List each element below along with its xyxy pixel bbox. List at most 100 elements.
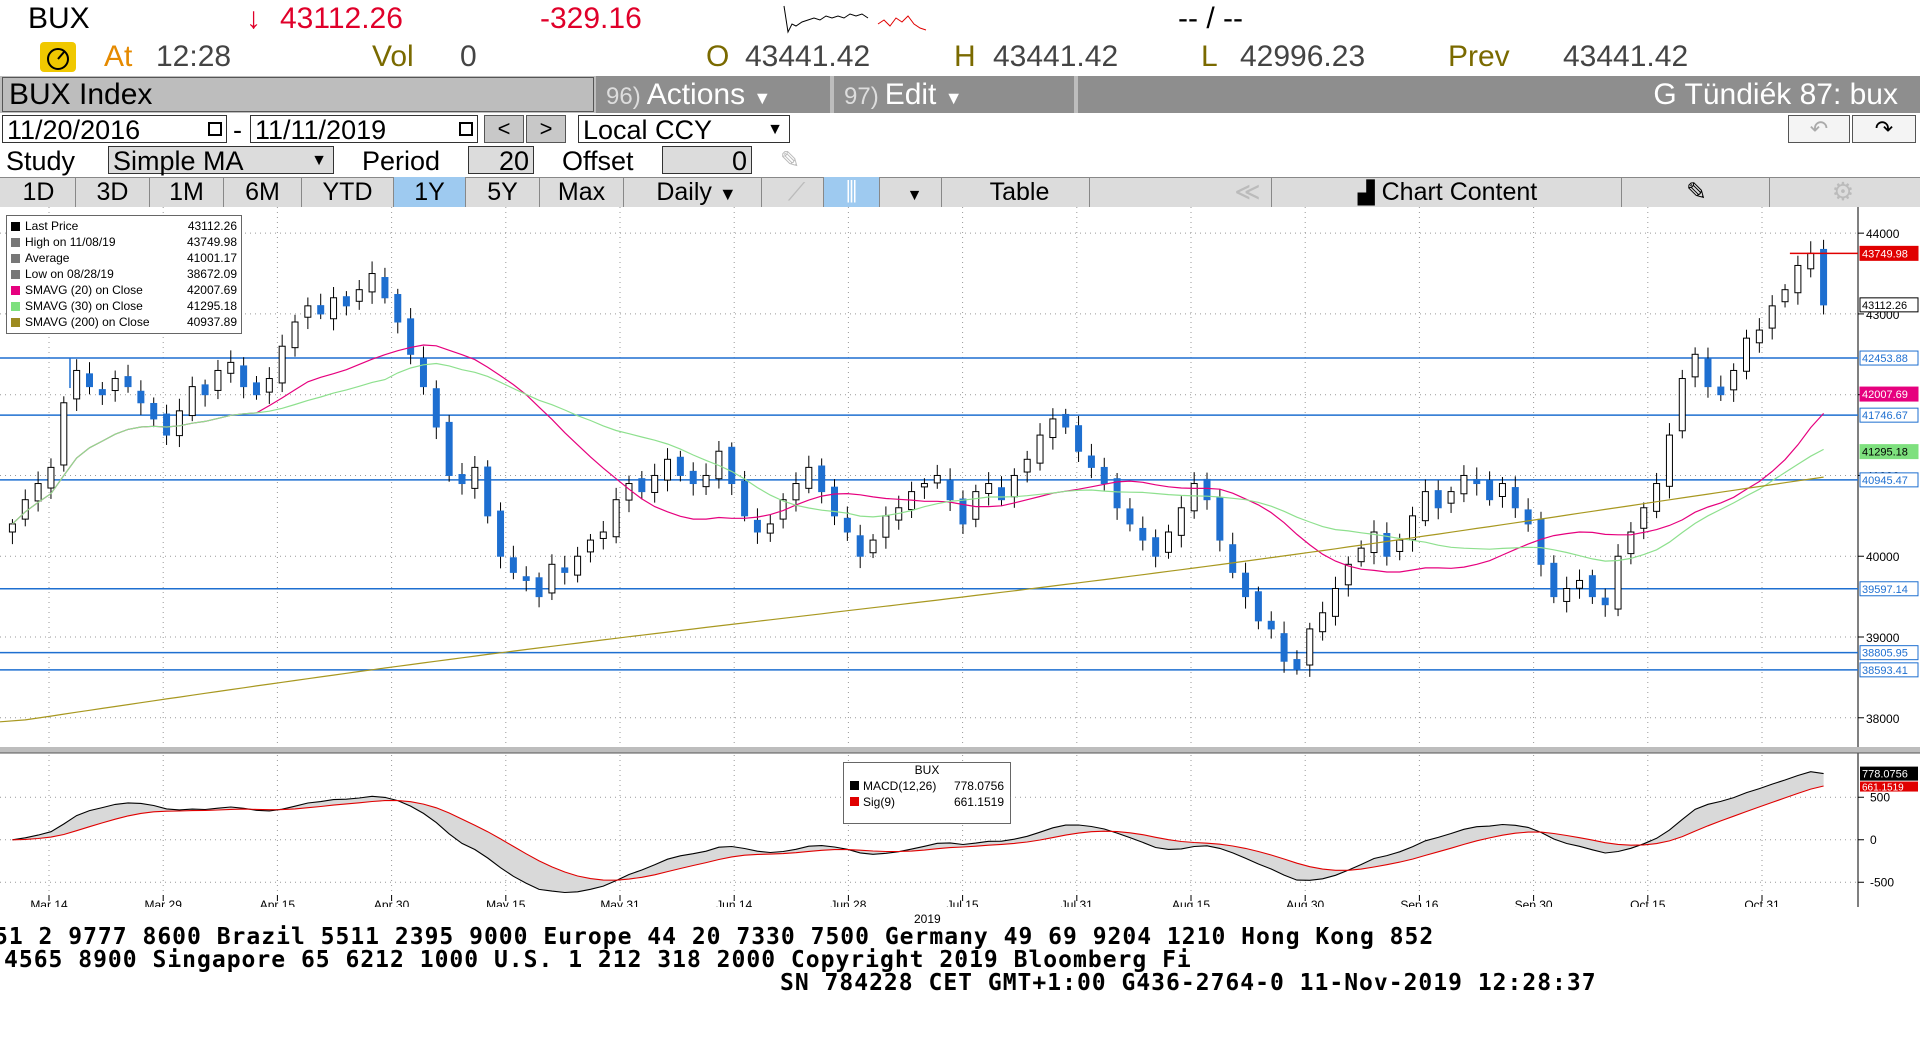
candle-body	[445, 421, 453, 476]
candle-body	[252, 382, 260, 396]
candle-body	[1177, 507, 1185, 536]
x-tick-label: Oct 31	[1744, 898, 1780, 907]
signal-tag	[1860, 781, 1918, 792]
hline-label: 38593.41	[1862, 665, 1908, 677]
range-dash: -	[233, 115, 242, 145]
x-tick-label: Jul 15	[947, 898, 979, 907]
table-button[interactable]: Table	[950, 177, 1090, 207]
chart-content-button[interactable]: ▟ Chart Content	[1274, 177, 1622, 207]
candle-body	[561, 567, 569, 573]
candle-body	[1665, 434, 1673, 487]
candle-body	[702, 474, 710, 488]
candle-body	[1036, 434, 1044, 464]
signal-line	[12, 785, 1824, 881]
pencil-icon[interactable]: ✎	[780, 147, 801, 174]
x-tick-label: Sep 16	[1400, 898, 1438, 907]
legend-label: SMAVG (30) on Close	[25, 299, 143, 313]
tab-1m[interactable]: 1M	[150, 177, 224, 207]
candle-body	[98, 389, 106, 396]
legend-value: 40937.89	[186, 315, 237, 329]
candle-body	[843, 517, 851, 533]
prev-label: Prev	[1448, 40, 1510, 73]
candle-body	[1678, 378, 1686, 432]
candle-body	[1087, 455, 1095, 468]
legend-label: SMAVG (200) on Close	[25, 315, 150, 329]
macd-tick-label: 0	[1870, 833, 1877, 847]
dropdown-arrow-icon: ▼	[753, 88, 772, 108]
candle-body	[1293, 659, 1301, 670]
candle-body	[972, 491, 980, 520]
candle-body	[1768, 305, 1776, 329]
period-field[interactable]: 20	[468, 146, 534, 175]
candle-body	[1434, 490, 1442, 509]
line-chart-button[interactable]: ⟋	[770, 177, 824, 207]
candle-chart-button[interactable]: ⫼	[824, 177, 880, 207]
edit-menu[interactable]: 97) Edit ▼	[834, 76, 1074, 113]
candle-body	[1203, 478, 1211, 501]
collapse-button[interactable]: ≪	[1224, 177, 1272, 207]
security-name: BUX Index	[9, 78, 153, 111]
security-field[interactable]: BUX Index	[2, 77, 594, 112]
title-bar: G Tündiék 87: bux	[1078, 76, 1920, 113]
candle-body	[1743, 337, 1751, 372]
settings-gear-icon[interactable]: ⚙	[1831, 178, 1855, 206]
study-select[interactable]: Simple MA ▼	[108, 146, 334, 175]
price-tag-label: 43112.26	[1862, 300, 1907, 312]
legend-value: 41295.18	[186, 299, 237, 313]
candle-body	[882, 515, 890, 538]
chart-type-dropdown[interactable]: ▼	[888, 177, 942, 207]
legend-value: 43749.98	[186, 235, 237, 249]
macd-legend-title: BUX	[914, 763, 940, 777]
legend-label: Low on 08/28/19	[25, 267, 114, 281]
candle-body	[291, 321, 299, 349]
price-tag	[1859, 386, 1919, 402]
candle-body	[1781, 289, 1789, 303]
actions-menu[interactable]: 96) Actions ▼	[596, 76, 830, 113]
candle-body	[651, 474, 659, 493]
tab-ytd[interactable]: YTD	[302, 177, 394, 207]
candle-body	[1242, 572, 1250, 598]
candle-body	[792, 483, 800, 501]
start-date-field[interactable]: 11/20/2016	[2, 115, 227, 144]
next-range-button[interactable]: >	[526, 115, 566, 143]
x-tick-label: Jul 31	[1061, 898, 1093, 907]
hline-label: 38805.95	[1862, 648, 1908, 660]
candle-body	[317, 305, 325, 315]
period-label: Period	[362, 146, 441, 176]
candle-body	[304, 305, 312, 318]
macd-value: 778.0756	[953, 779, 1004, 793]
candle-body	[1139, 527, 1147, 541]
prev-range-button[interactable]: <	[484, 115, 524, 143]
undo-button[interactable]: ↶	[1788, 115, 1850, 143]
candle-body	[1498, 483, 1506, 497]
offset-field[interactable]: 0	[662, 146, 752, 175]
currency-select[interactable]: Local CCY ▼	[578, 115, 790, 144]
candle-body	[1396, 539, 1404, 552]
end-date-field[interactable]: 11/11/2019	[250, 115, 478, 144]
frequency-select[interactable]: Daily ▼	[632, 177, 762, 207]
candle-body	[1537, 518, 1545, 565]
tab-3d[interactable]: 3D	[76, 177, 150, 207]
candle-body	[985, 483, 993, 494]
legend-swatch	[11, 222, 20, 232]
candle-body	[1820, 248, 1828, 306]
tab-1d[interactable]: 1D	[2, 177, 76, 207]
annotate-button[interactable]: ✎	[1624, 177, 1770, 207]
candle-body	[1383, 532, 1391, 557]
tab-1y[interactable]: 1Y	[394, 177, 466, 207]
candle-body	[920, 483, 928, 488]
candle-body	[1614, 555, 1622, 610]
redo-button[interactable]: ↷	[1852, 115, 1916, 143]
candle-body	[227, 361, 235, 374]
macd-tag	[1860, 766, 1918, 781]
candle-body	[394, 294, 402, 323]
legend-swatch	[850, 797, 859, 806]
tab-5y[interactable]: 5Y	[466, 177, 540, 207]
candle-body	[959, 498, 967, 525]
tab-max[interactable]: Max	[540, 177, 624, 207]
candle-body	[497, 510, 505, 557]
legend-swatch	[11, 286, 20, 296]
legend-value: 41001.17	[186, 251, 237, 265]
hline-tag	[1859, 662, 1919, 678]
tab-6m[interactable]: 6M	[224, 177, 302, 207]
